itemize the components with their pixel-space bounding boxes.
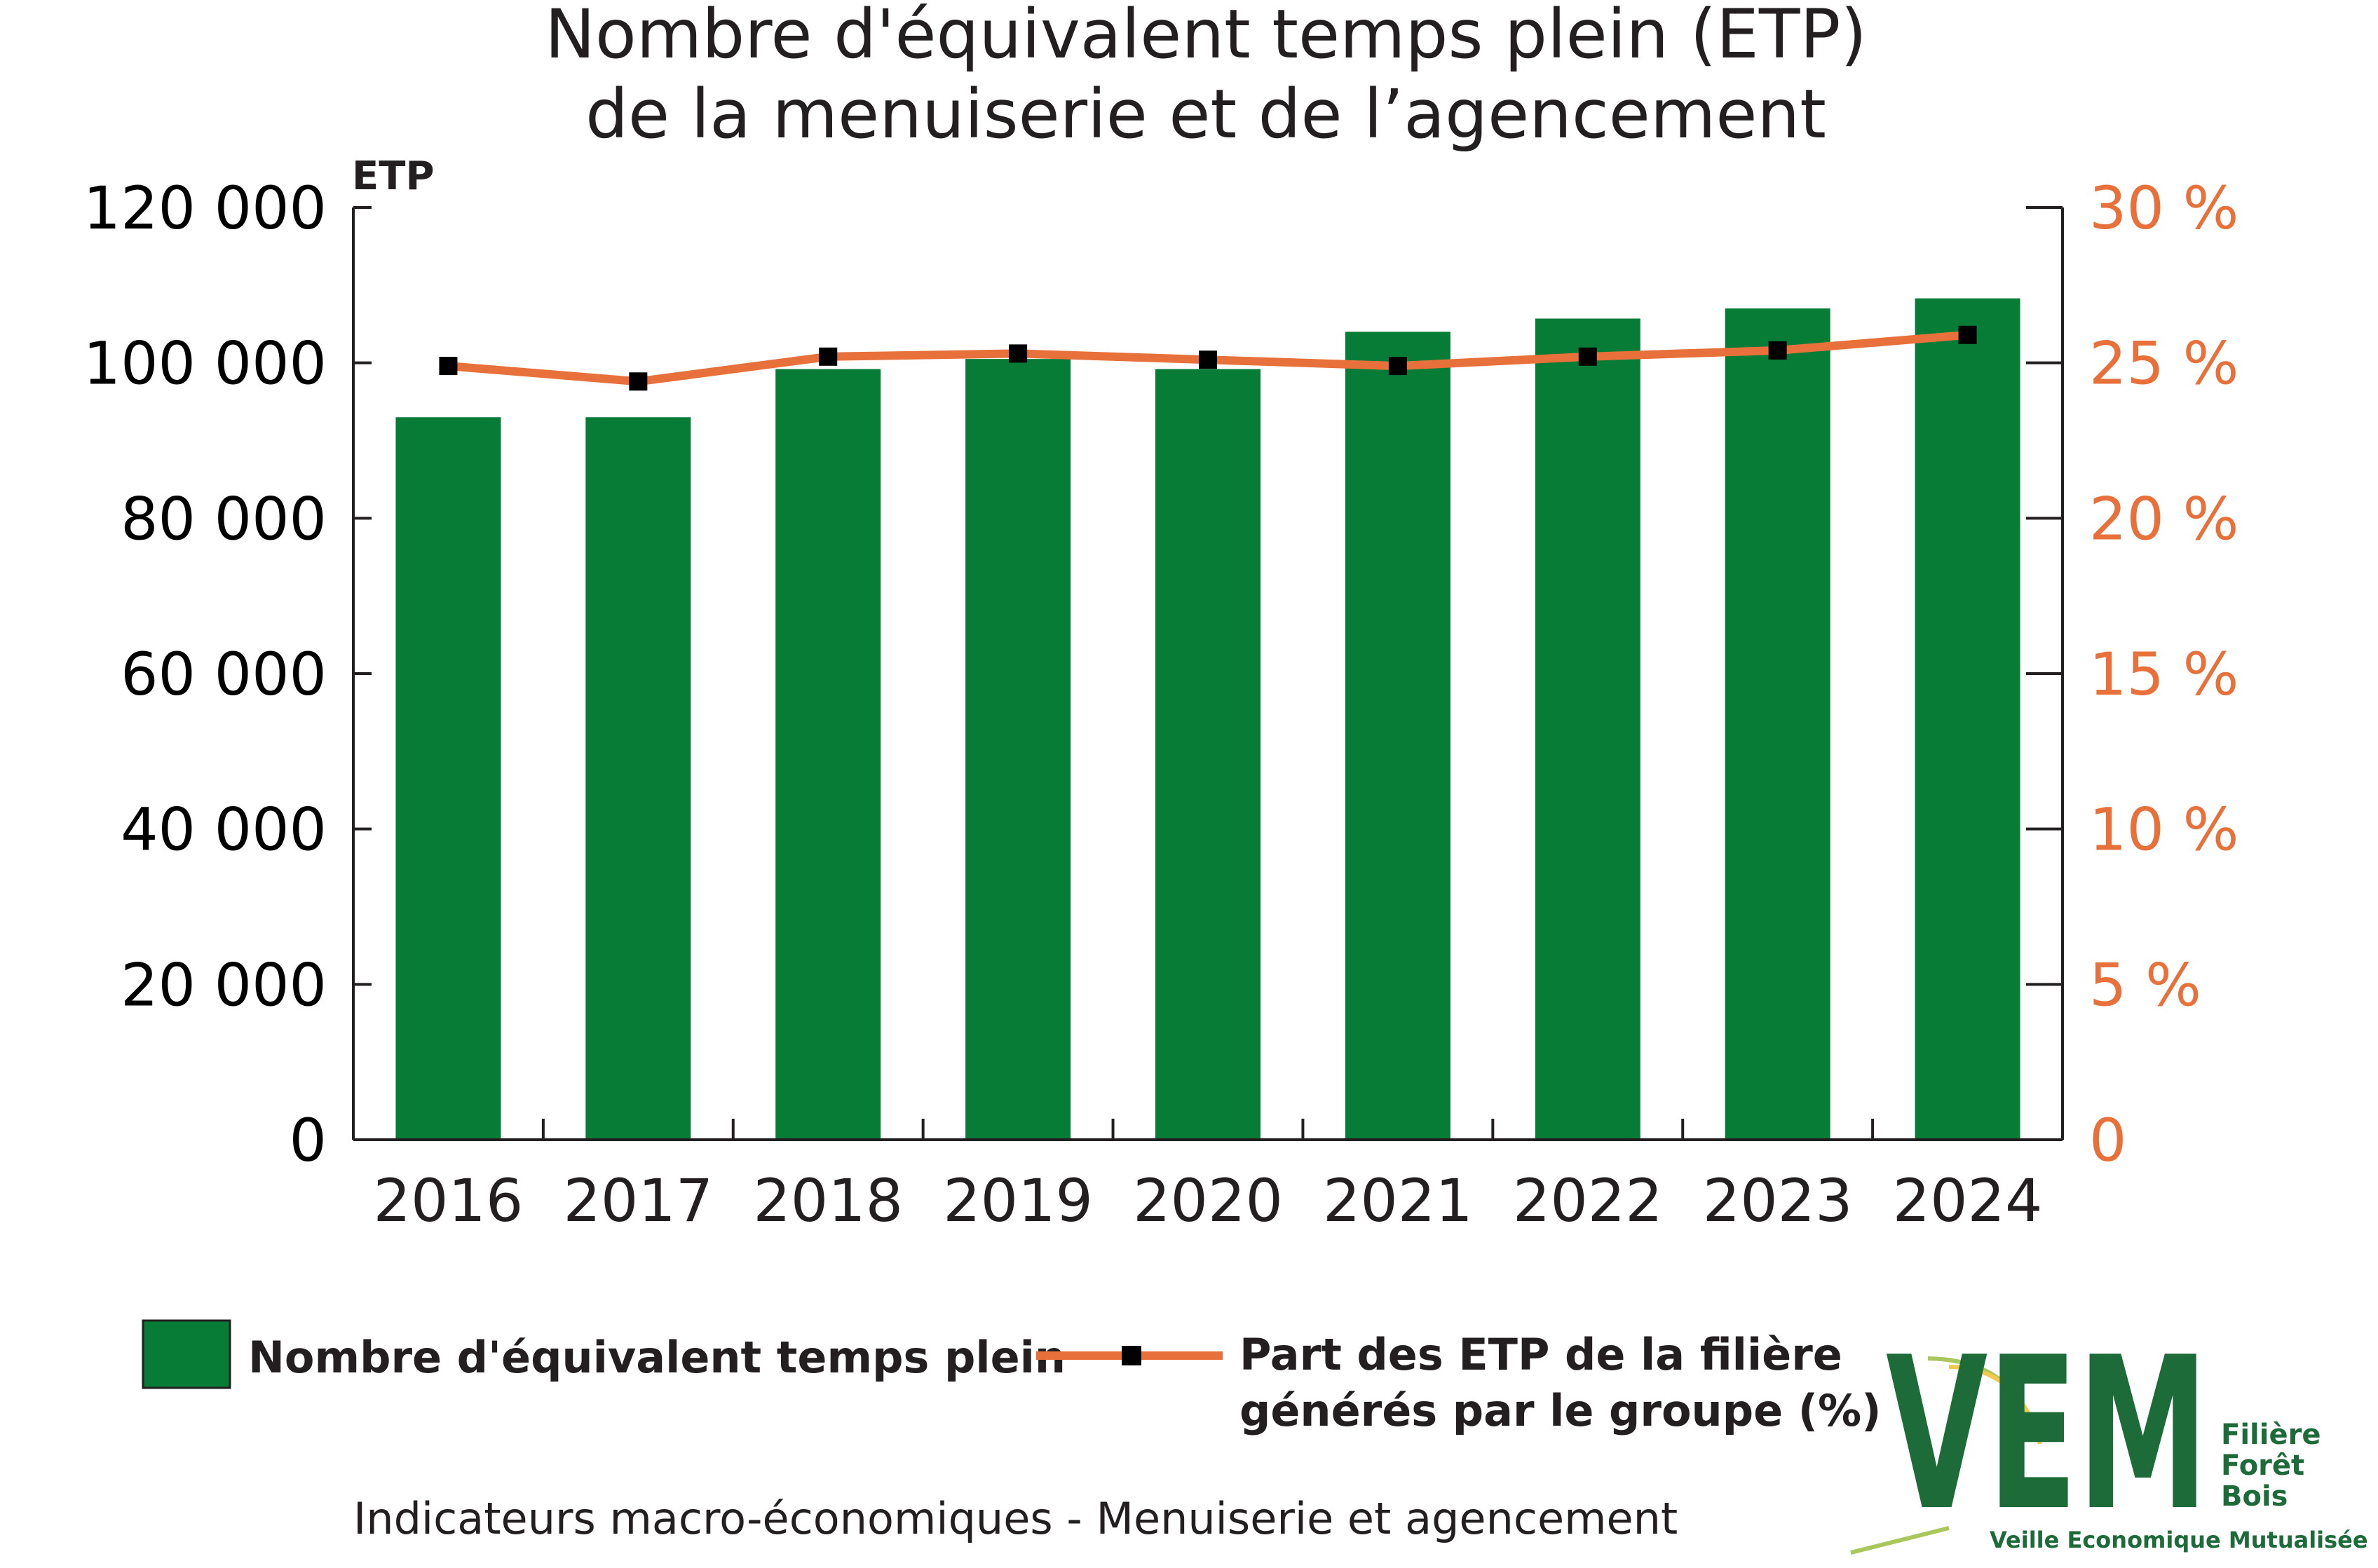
x-tick-label: 2018 [753, 1166, 903, 1235]
x-tick-label: 2016 [374, 1166, 524, 1235]
bar-2021 [1345, 332, 1450, 1140]
bar-2022 [1535, 318, 1640, 1140]
y-axis-unit-label: ETP [352, 154, 435, 199]
share-point-2017 [629, 372, 648, 391]
x-tick-label: 2024 [1893, 1166, 2043, 1235]
source-caption: Indicateurs macro-économiques - Menuiser… [353, 1493, 1678, 1544]
share-point-2021 [1388, 357, 1407, 376]
logo-side-line3: Bois [2221, 1480, 2288, 1513]
x-tick-label: 2023 [1703, 1166, 1853, 1235]
legend-bar-label: Nombre d'équivalent temps plein [248, 1332, 1066, 1383]
x-tick-label: 2022 [1513, 1166, 1663, 1235]
chart-title-line2: de la menuiserie et de l’agencement [585, 75, 1826, 154]
chart-title-line1: Nombre d'équivalent temps plein (ETP) [545, 0, 1867, 74]
share-point-2024 [1958, 325, 1977, 344]
share-point-2019 [1009, 344, 1028, 363]
x-tick-label: 2017 [563, 1166, 713, 1235]
line-series [439, 325, 1977, 391]
x-tick-label: 2021 [1323, 1166, 1473, 1235]
legend-line-marker [1122, 1346, 1141, 1365]
legend-line-label-line1: Part des ETP de la filière [1239, 1329, 1842, 1380]
legend-line-label-line2: générés par le groupe (%) [1239, 1385, 1882, 1436]
share-point-2020 [1199, 350, 1217, 369]
bar-2019 [965, 359, 1071, 1140]
y-tick-label: 0 [290, 1106, 327, 1175]
y2-tick-label: 30 % [2089, 174, 2238, 243]
y2-tick-label: 25 % [2089, 329, 2238, 398]
legend: Nombre d'équivalent temps plein Part des… [142, 1319, 1882, 1436]
y-tick-label: 60 000 [121, 640, 327, 709]
bar-2020 [1155, 369, 1261, 1140]
y-tick-label: 120 000 [83, 174, 327, 243]
share-point-2023 [1768, 341, 1787, 360]
logo-side-line2: Forêt [2221, 1450, 2304, 1482]
legend-bar-swatch [142, 1319, 231, 1389]
bar-2024 [1915, 298, 2020, 1140]
logo-swoosh-bottom [1850, 1526, 1950, 1555]
y2-tick-label: 20 % [2089, 484, 2238, 553]
bar-2023 [1725, 308, 1830, 1140]
x-tick-label: 2020 [1133, 1166, 1283, 1235]
y-axis-ticks: 0 20 000 40 000 60 000 80 000 100 000 120 000 [83, 174, 372, 1175]
y-tick-label: 100 000 [83, 329, 327, 398]
vem-logo: VEM Filière Forêt Bois Veille Economique… [1850, 1312, 2368, 1557]
bar-series [395, 298, 2020, 1140]
share-point-2016 [439, 357, 458, 376]
y-tick-label: 40 000 [121, 796, 327, 864]
y-tick-label: 20 000 [121, 950, 327, 1019]
y2-tick-label: 5 % [2089, 950, 2201, 1019]
y2-axis-ticks: 0 5 % 10 % 15 % 20 % 25 % 30 % [2026, 174, 2238, 1175]
y2-tick-label: 10 % [2089, 796, 2238, 864]
y-tick-label: 80 000 [121, 484, 327, 553]
logo-bottom-text: Veille Economique Mutualisée [1990, 1527, 2368, 1553]
x-tick-label: 2019 [943, 1166, 1093, 1235]
logo-side-line1: Filière [2221, 1419, 2321, 1451]
share-point-2022 [1578, 347, 1597, 366]
y2-tick-label: 15 % [2089, 640, 2238, 709]
bar-2016 [395, 417, 501, 1140]
bar-2017 [585, 417, 691, 1140]
logo-swoosh-yellow [1948, 1365, 2042, 1445]
x-axis-ticks: 2016 2017 2018 2019 2020 2021 2022 2023 2024 [374, 1119, 2043, 1235]
bar-2018 [775, 369, 881, 1140]
share-point-2018 [819, 347, 838, 366]
logo-mark: VEM [1886, 1312, 2208, 1557]
y2-tick-label: 0 [2089, 1106, 2126, 1175]
